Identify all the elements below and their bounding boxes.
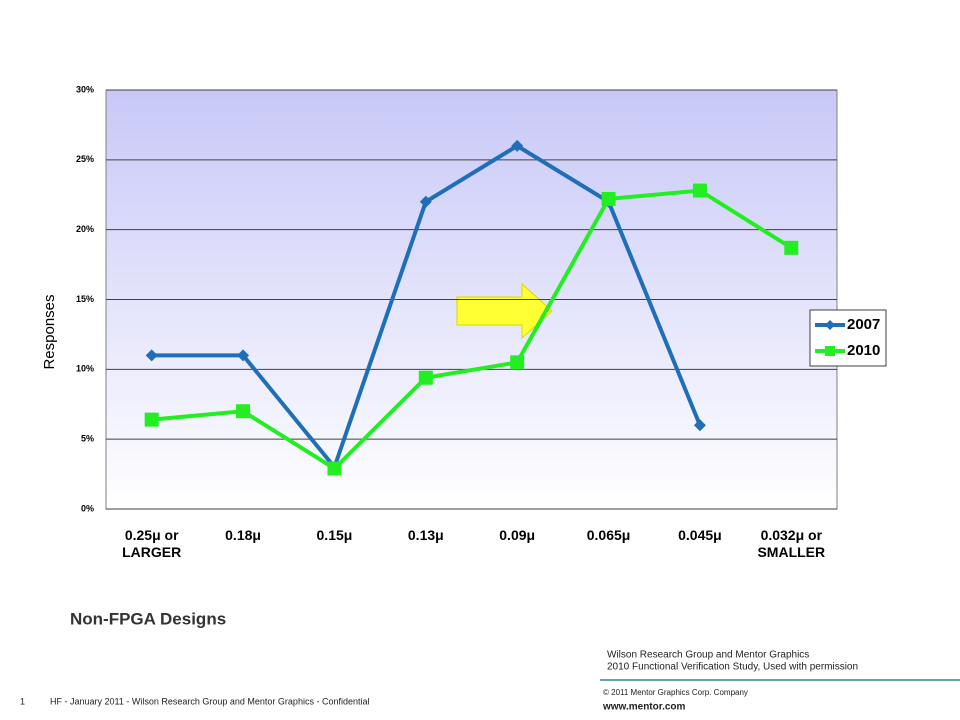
marker [784, 240, 799, 255]
marker [418, 370, 433, 385]
y-tick-label: 0% [81, 503, 94, 513]
page-number: 1 [20, 696, 25, 706]
credit: Wilson Research Group and Mentor Graphic… [607, 650, 809, 661]
legend-marker [825, 346, 835, 356]
x-tick-label: 0.065μ [586, 527, 631, 543]
marker [511, 139, 524, 152]
caption: Non-FPGA Designs [70, 609, 226, 628]
x-tick-label: 0.09μ [499, 527, 536, 543]
marker [693, 419, 706, 432]
legend-label: 2007 [847, 316, 880, 333]
legend-marker [825, 320, 835, 330]
marker [510, 355, 525, 370]
marker [692, 183, 707, 198]
marker [327, 461, 342, 476]
y-tick-label: 5% [81, 434, 94, 444]
y-axis-label: Responses [41, 294, 58, 369]
y-tick-label: 25% [76, 154, 94, 164]
copyright: © 2011 Mentor Graphics Corp. Company [603, 688, 748, 697]
legend [809, 309, 887, 367]
y-tick-label: 20% [76, 224, 94, 234]
x-tick-label: 0.25μ or LARGER [122, 527, 182, 560]
url: www.mentor.com [602, 702, 686, 713]
marker [144, 412, 159, 427]
marker [145, 349, 158, 362]
x-tick-label: 0.045μ [678, 527, 722, 543]
marker [236, 404, 251, 419]
marker [237, 349, 250, 362]
x-tick-label: 0.15μ [316, 527, 353, 543]
credit: 2010 Functional Verification Study, Used… [607, 662, 858, 673]
x-tick-label: 0.18μ [225, 527, 261, 543]
x-tick-label: 0.13μ [407, 527, 444, 543]
y-tick-label: 15% [76, 294, 94, 304]
marker [601, 191, 616, 206]
footer: HF - January 2011 - Wilson Research Grou… [50, 696, 369, 706]
legend-label: 2010 [847, 342, 880, 359]
marker [419, 195, 432, 208]
y-tick-label: 30% [76, 84, 94, 94]
x-tick-label: 0.032μ or SMALLER [757, 527, 826, 560]
y-tick-label: 10% [76, 364, 94, 374]
line [151, 188, 793, 471]
